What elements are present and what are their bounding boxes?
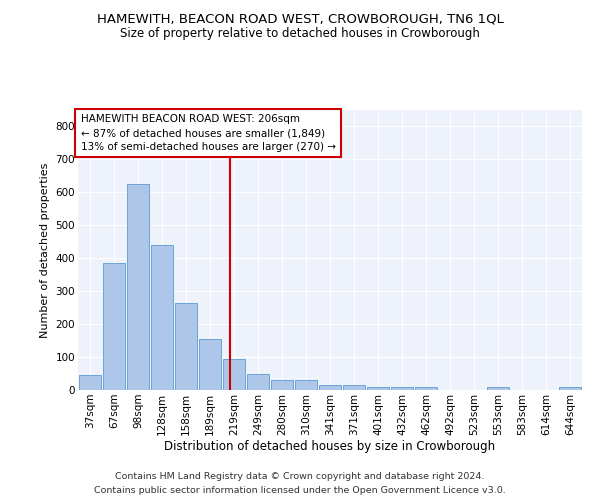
Bar	[151, 245, 173, 390]
Bar	[79, 375, 101, 390]
Bar	[103, 263, 125, 390]
Bar	[391, 386, 413, 390]
Text: Contains HM Land Registry data © Crown copyright and database right 2024.: Contains HM Land Registry data © Crown c…	[115, 472, 485, 481]
Bar	[319, 385, 341, 390]
Bar	[487, 388, 509, 390]
Bar	[223, 358, 245, 390]
Bar	[127, 184, 149, 390]
Text: Size of property relative to detached houses in Crowborough: Size of property relative to detached ho…	[120, 28, 480, 40]
Bar	[343, 385, 365, 390]
Bar	[247, 374, 269, 390]
Bar	[415, 386, 437, 390]
Bar	[175, 302, 197, 390]
Y-axis label: Number of detached properties: Number of detached properties	[40, 162, 50, 338]
Bar	[367, 386, 389, 390]
Text: HAMEWITH, BEACON ROAD WEST, CROWBOROUGH, TN6 1QL: HAMEWITH, BEACON ROAD WEST, CROWBOROUGH,…	[97, 12, 503, 26]
Bar	[199, 339, 221, 390]
Bar	[295, 380, 317, 390]
Bar	[271, 380, 293, 390]
X-axis label: Distribution of detached houses by size in Crowborough: Distribution of detached houses by size …	[164, 440, 496, 454]
Text: HAMEWITH BEACON ROAD WEST: 206sqm
← 87% of detached houses are smaller (1,849)
1: HAMEWITH BEACON ROAD WEST: 206sqm ← 87% …	[80, 114, 335, 152]
Text: Contains public sector information licensed under the Open Government Licence v3: Contains public sector information licen…	[94, 486, 506, 495]
Bar	[559, 386, 581, 390]
